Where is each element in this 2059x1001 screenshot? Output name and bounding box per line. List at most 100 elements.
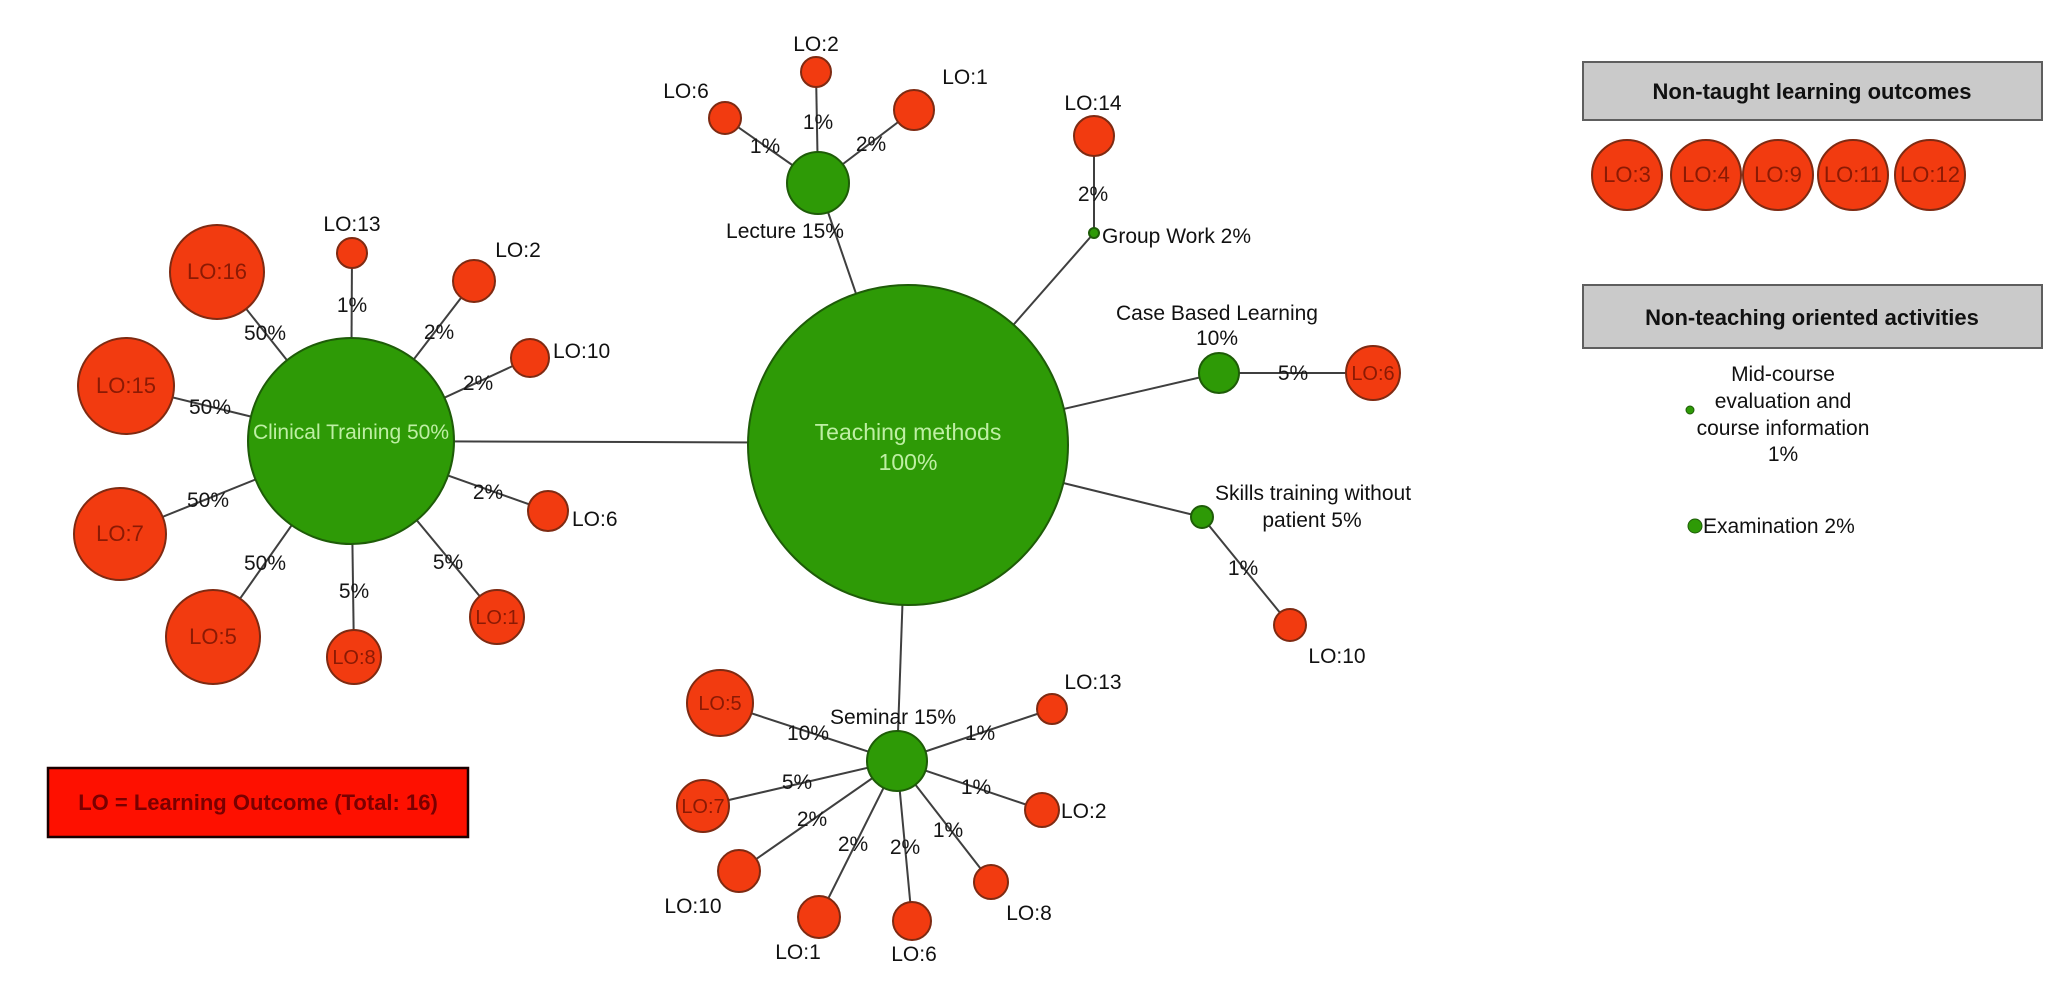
nontaught-lo11-label: LO:11 (1824, 162, 1882, 187)
casebased-lo6-node (1345, 345, 1401, 401)
clinical-lo13-node (336, 237, 368, 269)
lecture-lo6-node (708, 101, 742, 135)
clinical-lo1-label: LO:1 (475, 607, 518, 629)
clinical-lo16-node (169, 224, 265, 320)
clinical-lo15-pct: 50% (189, 396, 231, 419)
lecture-lo1-pct: 2% (856, 133, 886, 156)
lecture-lo2-node (800, 56, 832, 88)
seminar-lo2-node (1024, 792, 1060, 828)
midcourse-line2: evaluation and (1715, 390, 1852, 413)
skills-lo10-label: LO:10 (1308, 645, 1365, 668)
clinical-lo10-node (510, 338, 550, 378)
skills-lo10-pct: 1% (1228, 557, 1258, 580)
clinical-lo2-label: LO:2 (495, 239, 541, 262)
nontaught-lo9-node (1742, 139, 1814, 211)
seminar-lo10-pct: 2% (797, 808, 827, 831)
non-teaching-header-label: Non-teaching oriented activities (1645, 305, 1979, 330)
seminar-lo13-node (1036, 693, 1068, 725)
non-taught-header-box (1582, 61, 2043, 121)
seminar-lo8-node (973, 864, 1009, 900)
lecture-lo2-pct: 1% (803, 111, 833, 134)
groupwork-lo14-label: LO:14 (1064, 92, 1122, 115)
seminar-lo13-pct: 1% (965, 722, 995, 745)
nontaught-lo12-node (1894, 139, 1966, 211)
casebased-lo6-pct: 5% (1278, 362, 1308, 385)
case-based-learning-node (1198, 352, 1240, 394)
clinical-lo6-pct: 2% (473, 481, 503, 504)
teaching-methods-pct: 100% (879, 449, 938, 475)
seminar-lo5-pct: 10% (787, 722, 829, 745)
clinical-lo15-node (77, 337, 175, 435)
clinical-lo8-pct: 5% (339, 580, 369, 603)
nontaught-lo3-node (1591, 139, 1663, 211)
nontaught-lo3-label: LO:3 (1603, 162, 1651, 187)
clinical-lo1-pct: 5% (433, 551, 463, 574)
seminar-lo10-label: LO:10 (664, 895, 721, 918)
examination-label: Examination 2% (1703, 515, 1855, 538)
clinical-lo6-node (527, 490, 569, 532)
nontaught-lo12-label: LO:12 (1900, 162, 1960, 187)
non-taught-header-label: Non-taught learning outcomes (1653, 79, 1972, 104)
lecture-node (786, 151, 850, 215)
legend-label: LO = Learning Outcome (Total: 16) (78, 790, 438, 815)
examination-bullet-icon (1687, 518, 1703, 534)
nontaught-lo4-node (1670, 139, 1742, 211)
midcourse-line1: Mid-course (1731, 363, 1835, 386)
seminar-label: Seminar 15% (830, 706, 956, 729)
teaching-methods-node (747, 284, 1069, 606)
group-work-node (1088, 227, 1100, 239)
seminar-lo1-node (797, 895, 841, 939)
seminar-lo6-label: LO:6 (891, 943, 937, 966)
groupwork-lo14-node (1073, 115, 1115, 157)
casebased-lo6-label: LO:6 (1351, 363, 1394, 385)
group-work-label: Group Work 2% (1102, 225, 1251, 248)
clinical-lo10-label: LO:10 (553, 340, 610, 363)
clinical-lo5-pct: 50% (244, 552, 286, 575)
clinical-lo13-pct: 1% (337, 294, 367, 317)
skills-label-line2: patient 5% (1262, 509, 1361, 532)
clinical-lo6-label: LO:6 (572, 508, 618, 531)
midcourse-line3: course information (1697, 417, 1870, 440)
clinical-lo16-label: LO:16 (187, 259, 247, 284)
seminar-lo7-label: LO:7 (681, 796, 724, 818)
clinical-lo5-label: LO:5 (189, 624, 237, 649)
seminar-lo5-node (686, 669, 754, 737)
skills-label-line1: Skills training without (1215, 482, 1411, 505)
seminar-lo7-pct: 5% (782, 771, 812, 794)
lecture-lo1-label: LO:1 (942, 66, 988, 89)
skills-lo10-node (1273, 608, 1307, 642)
clinical-lo1-node (469, 589, 525, 645)
seminar-node (866, 730, 928, 792)
groupwork-lo14-pct: 2% (1078, 183, 1108, 206)
seminar-lo2-label: LO:2 (1061, 800, 1107, 823)
seminar-lo8-pct: 1% (933, 819, 963, 842)
nontaught-lo9-label: LO:9 (1754, 162, 1802, 187)
seminar-lo1-pct: 2% (838, 833, 868, 856)
clinical-lo13-label: LO:13 (323, 213, 380, 236)
clinical-lo8-label: LO:8 (332, 647, 375, 669)
clinical-lo7-node (73, 487, 167, 581)
case-based-label-line1: Case Based Learning (1116, 302, 1318, 325)
clinical-lo16-pct: 50% (244, 322, 286, 345)
midcourse-line4: 1% (1768, 443, 1798, 466)
seminar-lo7-node (676, 779, 730, 833)
seminar-lo6-node (892, 901, 932, 941)
seminar-lo8-label: LO:8 (1006, 902, 1052, 925)
midcourse-bullet-icon (1685, 405, 1695, 415)
clinical-training-label: Clinical Training 50% (253, 421, 449, 444)
seminar-lo1-label: LO:1 (775, 941, 821, 964)
seminar-lo6-pct: 2% (890, 836, 920, 859)
clinical-lo2-pct: 2% (424, 321, 454, 344)
clinical-lo10-pct: 2% (463, 372, 493, 395)
clinical-lo7-label: LO:7 (96, 521, 144, 546)
case-based-label-line2: 10% (1196, 327, 1238, 350)
clinical-training-node (247, 337, 455, 545)
lecture-label: Lecture 15% (726, 220, 844, 243)
lecture-lo2-label: LO:2 (793, 33, 839, 56)
skills-training-node (1190, 505, 1214, 529)
nontaught-lo4-label: LO:4 (1682, 162, 1730, 187)
lecture-lo6-pct: 1% (750, 135, 780, 158)
teaching-methods-label: Teaching methods (815, 419, 1002, 445)
